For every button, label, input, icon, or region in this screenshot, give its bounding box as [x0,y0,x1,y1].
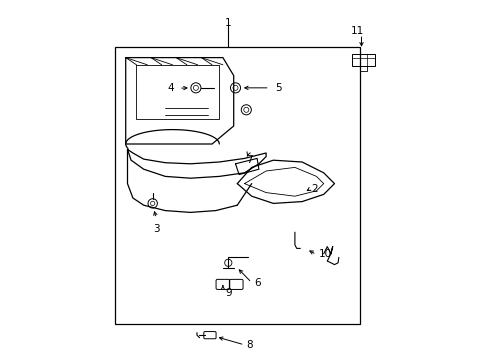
Text: 11: 11 [350,26,364,36]
Text: 9: 9 [224,288,231,298]
Text: 10: 10 [318,249,331,259]
Text: 7: 7 [246,155,253,165]
Text: 6: 6 [253,278,260,288]
Text: 3: 3 [153,224,159,234]
Text: 4: 4 [167,83,174,93]
Text: 8: 8 [246,340,253,350]
Bar [115,47,359,324]
Text: 5: 5 [275,83,282,93]
Bar [351,54,374,66]
Text: 1: 1 [224,18,231,28]
Text: 2: 2 [311,184,317,194]
